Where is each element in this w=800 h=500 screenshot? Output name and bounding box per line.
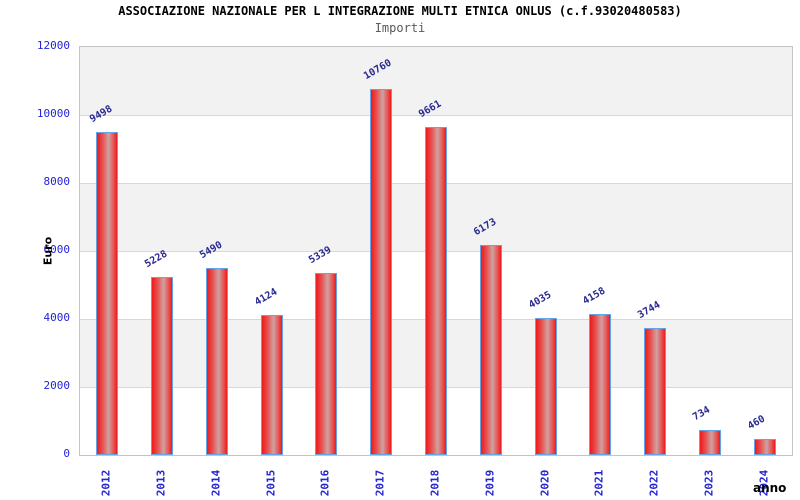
- x-axis-title: anno: [753, 481, 787, 495]
- x-tick-label: 2021: [592, 469, 606, 497]
- x-tick-label: 2015: [264, 469, 278, 497]
- bar-2022: [644, 327, 667, 455]
- bar-2015: [260, 314, 283, 455]
- bar-value-label: 460: [745, 413, 767, 433]
- x-tick-label: 2016: [318, 469, 332, 497]
- bar-value-label: 4035: [526, 289, 553, 311]
- plot-area: 9498 5228 5490 4124 5339 10760 9661 6173 4035 415…: [79, 46, 793, 456]
- bar-2023: [698, 430, 721, 455]
- y-tick-label: 2000: [43, 379, 71, 392]
- bar-2021: [589, 313, 612, 455]
- bar-2014: [205, 268, 228, 455]
- bar-2017: [370, 89, 393, 455]
- y-tick-label: 4000: [43, 311, 71, 324]
- bar-2013: [151, 277, 174, 455]
- bar-2020: [534, 317, 557, 455]
- y-tick-label: 0: [63, 447, 70, 460]
- x-tick-label: 2020: [538, 469, 552, 497]
- y-tick-label: 8000: [43, 175, 71, 188]
- x-tick-label: 2018: [428, 469, 442, 497]
- bar-value-label: 734: [690, 404, 712, 424]
- bar-2018: [425, 126, 447, 455]
- x-tick-label: 2023: [702, 469, 716, 497]
- x-tick-label: 2014: [209, 469, 223, 497]
- y-tick-label: 6000: [43, 243, 71, 256]
- bar-2016: [315, 273, 338, 455]
- x-tick-label: 2013: [154, 469, 168, 497]
- chart-title: ASSOCIAZIONE NAZIONALE PER L INTEGRAZION…: [118, 4, 682, 18]
- x-tick-label: 2019: [483, 469, 497, 497]
- y-tick-label: 10000: [36, 107, 70, 120]
- y-axis-title: Euro: [41, 236, 55, 266]
- bar-2024: [753, 439, 776, 455]
- plot-band: [80, 47, 792, 115]
- chart-subtitle: Importi: [374, 21, 426, 35]
- gridline: [80, 115, 792, 116]
- bar-value-label: 4158: [581, 285, 608, 307]
- x-tick-label: 2012: [99, 469, 113, 497]
- y-tick-label: 12000: [36, 39, 70, 52]
- bar-2019: [479, 245, 502, 455]
- x-tick-label: 2022: [647, 469, 661, 497]
- x-tick-label: 2017: [373, 469, 387, 497]
- bar-value-label: 4124: [252, 286, 280, 308]
- bar-2012: [96, 132, 119, 455]
